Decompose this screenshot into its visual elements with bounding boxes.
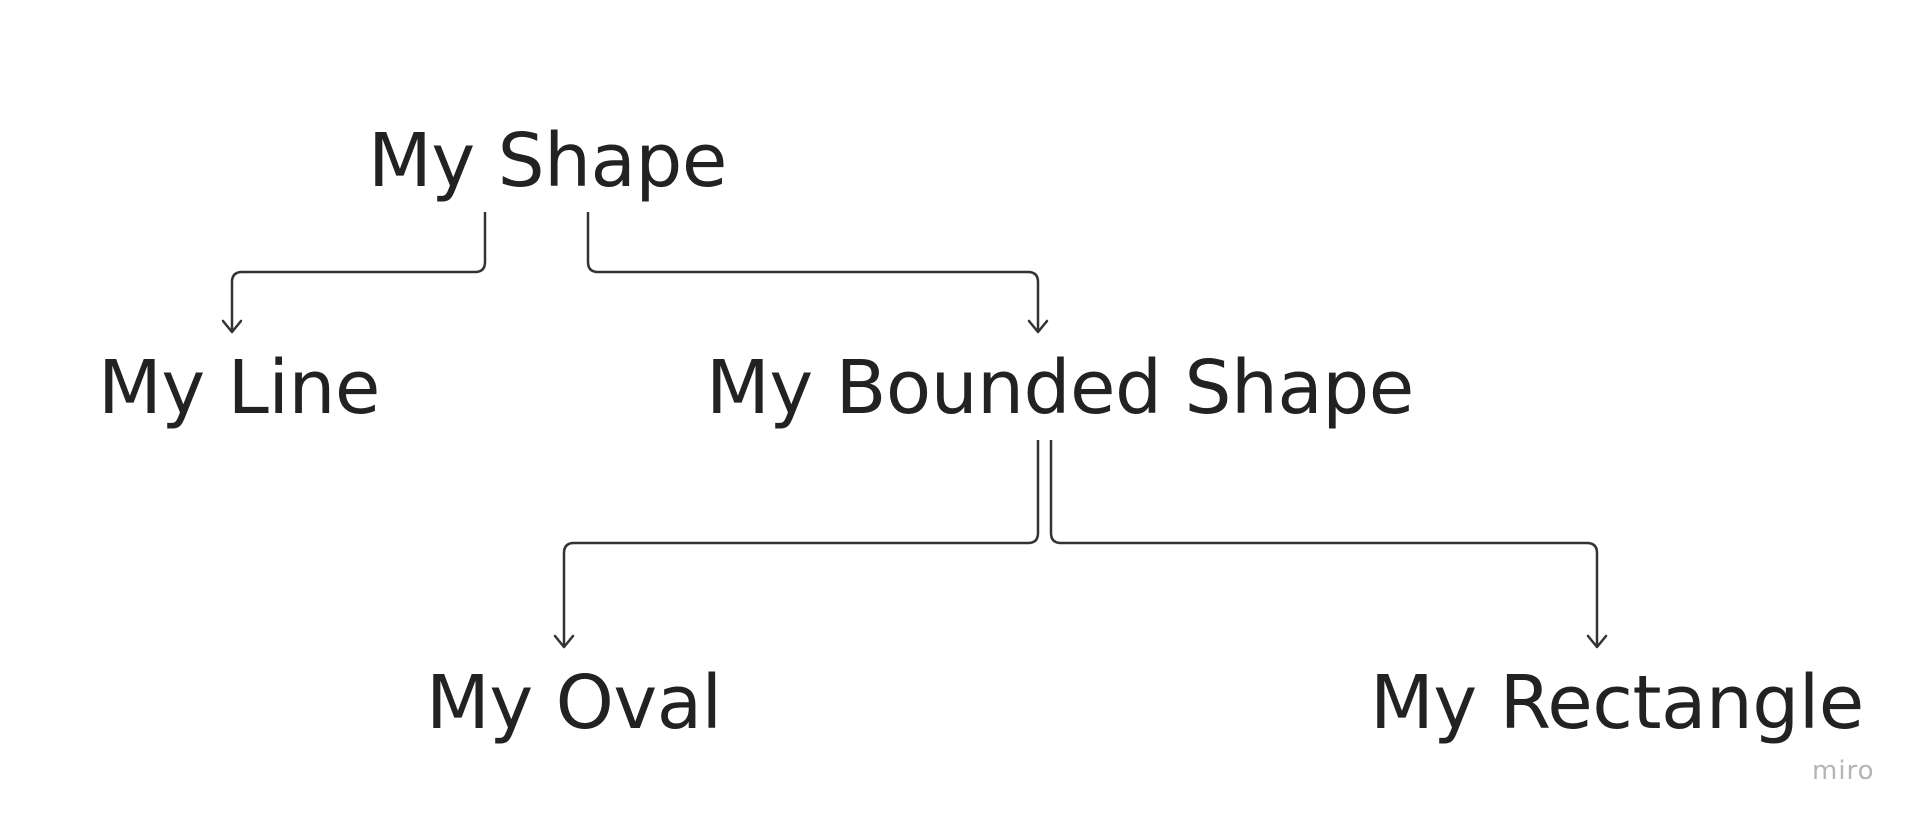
edge-shape-to-line [230, 212, 487, 330]
node-my-rectangle[interactable]: My Rectangle [1370, 660, 1864, 746]
node-my-shape[interactable]: My Shape [368, 118, 727, 204]
miro-watermark: miro [1812, 756, 1875, 786]
edge-bounded-to-oval [562, 440, 1040, 645]
node-my-oval[interactable]: My Oval [426, 660, 722, 746]
arrowhead-rectangle [1586, 634, 1608, 649]
node-my-bounded-shape[interactable]: My Bounded Shape [706, 345, 1414, 431]
arrowhead-line [221, 319, 243, 334]
node-my-line[interactable]: My Line [98, 345, 380, 431]
arrowhead-bounded [1027, 319, 1049, 334]
edge-shape-to-bounded [586, 212, 1040, 330]
edge-bounded-to-rectangle [1049, 440, 1599, 645]
arrowhead-oval [553, 634, 575, 649]
